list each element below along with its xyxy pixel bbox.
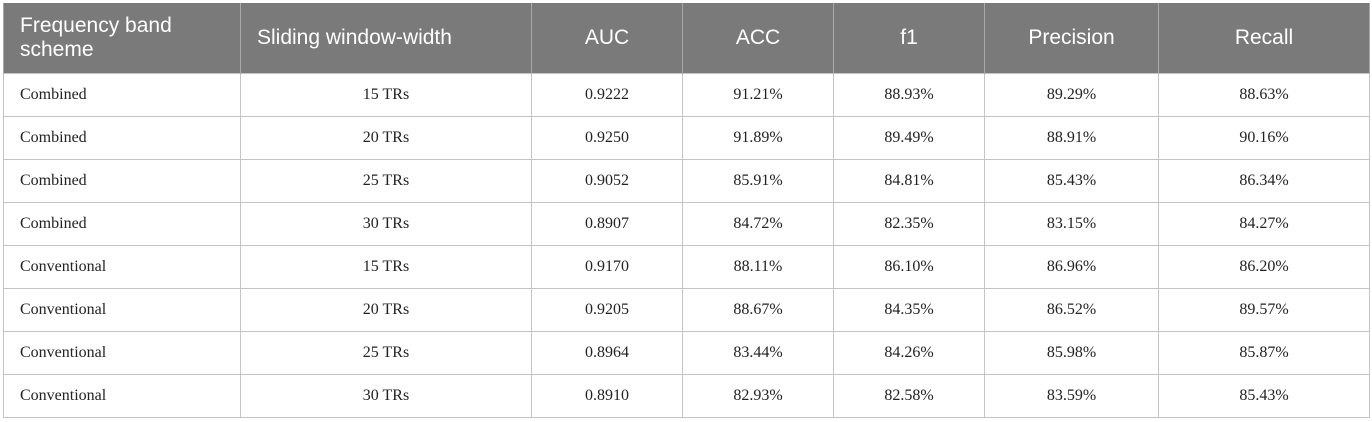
- auc-cell: 0.8907: [531, 201, 683, 246]
- precision-cell: 86.96%: [984, 244, 1159, 289]
- table-body: Combined 15 TRs 0.9222 91.21% 88.93% 89.29% 88…: [3, 72, 1370, 418]
- table-row: Combined 15 TRs 0.9222 91.21% 88.93% 89.29% 88…: [3, 72, 1370, 117]
- recall-cell: 86.20%: [1158, 244, 1370, 289]
- recall-cell: 84.27%: [1158, 201, 1370, 246]
- window-width-cell: 30 TRs: [240, 201, 532, 246]
- recall-cell: 90.16%: [1158, 115, 1370, 160]
- precision-cell: 85.43%: [984, 158, 1159, 203]
- f1-cell: 82.58%: [833, 373, 985, 418]
- window-width-cell: 30 TRs: [240, 373, 532, 418]
- auc-cell: 0.9170: [531, 244, 683, 289]
- table-row: Conventional 15 TRs 0.9170 88.11% 86.10% 86.9…: [3, 244, 1370, 289]
- window-width-cell: 25 TRs: [240, 158, 532, 203]
- acc-cell: 91.89%: [682, 115, 834, 160]
- auc-cell: 0.9052: [531, 158, 683, 203]
- f1-cell: 88.93%: [833, 72, 985, 117]
- window-width-cell: 15 TRs: [240, 72, 532, 117]
- scheme-cell: Conventional: [3, 373, 241, 418]
- table-row: Combined 20 TRs 0.9250 91.89% 89.49% 88.91% 90…: [3, 115, 1370, 160]
- recall-cell: 85.43%: [1158, 373, 1370, 418]
- header-frequency-band-scheme: Frequency band scheme: [3, 3, 241, 73]
- scheme-cell: Conventional: [3, 330, 241, 375]
- header-f1: f1: [833, 3, 985, 73]
- recall-cell: 89.57%: [1158, 287, 1370, 332]
- results-table: Frequency band scheme Sliding window-wid…: [3, 3, 1370, 418]
- f1-cell: 84.81%: [833, 158, 985, 203]
- acc-cell: 84.72%: [682, 201, 834, 246]
- table-row: Combined 30 TRs 0.8907 84.72% 82.35% 83.15% 84…: [3, 201, 1370, 246]
- precision-cell: 85.98%: [984, 330, 1159, 375]
- f1-cell: 89.49%: [833, 115, 985, 160]
- acc-cell: 85.91%: [682, 158, 834, 203]
- table-row: Conventional 25 TRs 0.8964 83.44% 84.26% 85.9…: [3, 330, 1370, 375]
- table-header: Frequency band scheme Sliding window-wid…: [3, 3, 1370, 73]
- auc-cell: 0.9222: [531, 72, 683, 117]
- acc-cell: 82.93%: [682, 373, 834, 418]
- precision-cell: 86.52%: [984, 287, 1159, 332]
- scheme-cell: Combined: [3, 201, 241, 246]
- recall-cell: 85.87%: [1158, 330, 1370, 375]
- acc-cell: 88.11%: [682, 244, 834, 289]
- f1-cell: 86.10%: [833, 244, 985, 289]
- scheme-cell: Conventional: [3, 244, 241, 289]
- recall-cell: 86.34%: [1158, 158, 1370, 203]
- window-width-cell: 20 TRs: [240, 287, 532, 332]
- precision-cell: 88.91%: [984, 115, 1159, 160]
- acc-cell: 83.44%: [682, 330, 834, 375]
- f1-cell: 82.35%: [833, 201, 985, 246]
- auc-cell: 0.9250: [531, 115, 683, 160]
- precision-cell: 89.29%: [984, 72, 1159, 117]
- precision-cell: 83.15%: [984, 201, 1159, 246]
- auc-cell: 0.8910: [531, 373, 683, 418]
- window-width-cell: 15 TRs: [240, 244, 532, 289]
- auc-cell: 0.9205: [531, 287, 683, 332]
- precision-cell: 83.59%: [984, 373, 1159, 418]
- scheme-cell: Conventional: [3, 287, 241, 332]
- table-row: Combined 25 TRs 0.9052 85.91% 84.81% 85.43% 86…: [3, 158, 1370, 203]
- header-row: Frequency band scheme Sliding window-wid…: [3, 3, 1370, 73]
- window-width-cell: 25 TRs: [240, 330, 532, 375]
- header-sliding-window-width: Sliding window-width: [240, 3, 532, 73]
- header-precision: Precision: [984, 3, 1159, 73]
- scheme-cell: Combined: [3, 72, 241, 117]
- header-recall: Recall: [1158, 3, 1370, 73]
- acc-cell: 88.67%: [682, 287, 834, 332]
- auc-cell: 0.8964: [531, 330, 683, 375]
- scheme-cell: Combined: [3, 158, 241, 203]
- header-acc: ACC: [682, 3, 834, 73]
- table-row: Conventional 30 TRs 0.8910 82.93% 82.58% 83.5…: [3, 373, 1370, 418]
- f1-cell: 84.26%: [833, 330, 985, 375]
- table-row: Conventional 20 TRs 0.9205 88.67% 84.35% 86.5…: [3, 287, 1370, 332]
- recall-cell: 88.63%: [1158, 72, 1370, 117]
- scheme-cell: Combined: [3, 115, 241, 160]
- acc-cell: 91.21%: [682, 72, 834, 117]
- window-width-cell: 20 TRs: [240, 115, 532, 160]
- results-table-container: Frequency band scheme Sliding window-wid…: [3, 3, 1370, 418]
- f1-cell: 84.35%: [833, 287, 985, 332]
- header-auc: AUC: [531, 3, 683, 73]
